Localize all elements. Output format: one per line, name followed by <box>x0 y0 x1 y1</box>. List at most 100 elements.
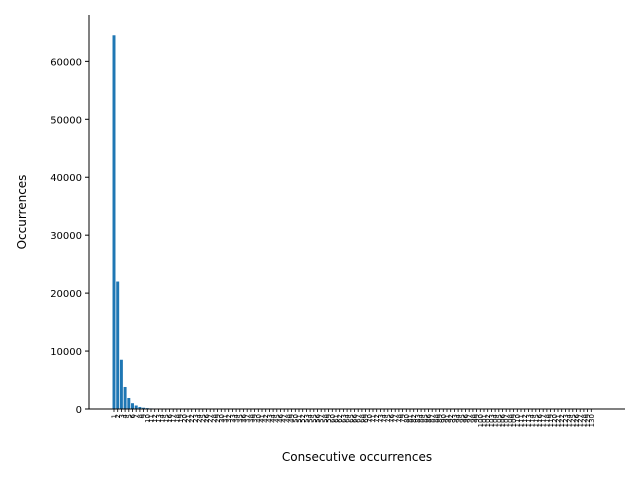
x-tick-label: 35 <box>236 414 244 423</box>
x-tick-label: 27 <box>207 414 215 423</box>
x-tick-label: 65 <box>347 414 355 423</box>
x-tick-label: 102 <box>484 414 492 427</box>
x-tick-label: 56 <box>314 413 322 422</box>
x-tick-label: 68 <box>358 414 366 423</box>
x-tick-label: 60 <box>329 414 337 423</box>
x-tick-label: 129 <box>584 414 592 427</box>
x-tick-label: 34 <box>233 413 241 422</box>
x-tick-label: 14 <box>159 413 167 422</box>
x-tick-label: 12 <box>151 414 159 423</box>
x-tick-label: 117 <box>540 414 548 427</box>
x-tick-label: 112 <box>521 414 529 427</box>
x-tick-label: 59 <box>325 414 333 423</box>
x-tick-label: 108 <box>506 414 514 427</box>
x-axis-label: Consecutive occurrences <box>282 450 432 464</box>
x-tick-label: 109 <box>510 414 518 427</box>
y-tick-label: 40000 <box>50 173 82 184</box>
x-tick-label: 18 <box>173 414 181 423</box>
x-tick-label: 115 <box>532 414 540 427</box>
x-tick-label: 122 <box>558 414 566 427</box>
x-tick-label: 77 <box>392 414 400 423</box>
x-tick-label: 101 <box>481 414 489 427</box>
bar-5 <box>127 397 131 409</box>
x-tick-label: 32 <box>225 414 233 423</box>
x-ticks-group: 1234567891011121314151617181920212223242… <box>111 409 596 427</box>
x-tick-label: 72 <box>373 414 381 423</box>
x-tick-label: 10 <box>144 414 152 423</box>
x-tick-label: 2 <box>114 414 122 418</box>
y-axis-label: Occurrences <box>15 175 29 250</box>
bar-1 <box>112 35 116 409</box>
x-tick-label: 114 <box>529 413 537 427</box>
bar-2 <box>116 281 120 409</box>
x-tick-label: 46 <box>277 413 285 422</box>
x-tick-label: 127 <box>577 414 585 427</box>
x-tick-label: 44 <box>270 413 278 422</box>
bar-7 <box>134 405 138 409</box>
x-tick-label: 1 <box>111 414 119 418</box>
x-tick-label: 29 <box>214 414 222 423</box>
x-tick-label: 90 <box>440 414 448 423</box>
x-tick-label: 15 <box>162 414 170 423</box>
y-tick-label: 20000 <box>50 289 82 300</box>
x-tick-label: 48 <box>284 414 292 423</box>
x-tick-label: 61 <box>333 414 341 423</box>
x-tick-label: 51 <box>296 414 304 423</box>
x-tick-label: 63 <box>340 414 348 423</box>
x-tick-label: 6 <box>129 413 137 418</box>
x-tick-label: 96 <box>462 413 470 422</box>
x-tick-label: 31 <box>222 414 230 423</box>
x-tick-label: 25 <box>199 414 207 423</box>
x-tick-label: 107 <box>503 414 511 427</box>
y-tick-label: 10000 <box>50 347 82 358</box>
x-tick-label: 76 <box>388 413 396 422</box>
x-tick-label: 125 <box>569 414 577 427</box>
x-tick-label: 16 <box>166 413 174 422</box>
x-tick-label: 85 <box>421 414 429 423</box>
x-tick-label: 30 <box>218 414 226 423</box>
x-tick-label: 82 <box>410 414 418 423</box>
x-tick-label: 110 <box>514 414 522 427</box>
x-tick-label: 45 <box>273 414 281 423</box>
x-tick-label: 86 <box>425 413 433 422</box>
bar-3 <box>119 359 123 409</box>
x-tick-label: 24 <box>196 413 204 422</box>
x-tick-label: 3 <box>118 414 126 418</box>
x-tick-label: 23 <box>192 414 200 423</box>
x-tick-label: 52 <box>299 414 307 423</box>
x-tick-label: 97 <box>466 414 474 423</box>
x-tick-label: 20 <box>181 414 189 423</box>
x-tick-label: 53 <box>303 414 311 423</box>
bar-8 <box>138 406 142 409</box>
x-tick-label: 5 <box>125 414 133 418</box>
x-tick-label: 118 <box>543 414 551 427</box>
x-tick-label: 17 <box>170 414 178 423</box>
x-tick-label: 70 <box>366 414 374 423</box>
x-tick-label: 22 <box>188 414 196 423</box>
x-tick-label: 66 <box>351 413 359 422</box>
x-tick-label: 79 <box>399 414 407 423</box>
x-tick-label: 130 <box>588 414 596 427</box>
x-tick-label: 50 <box>292 414 300 423</box>
x-tick-label: 91 <box>444 414 452 423</box>
x-tick-label: 104 <box>492 413 500 427</box>
x-tick-label: 74 <box>381 413 389 422</box>
x-tick-label: 36 <box>240 413 248 422</box>
x-tick-label: 111 <box>518 414 526 427</box>
bars-group <box>112 35 593 409</box>
x-tick-label: 87 <box>429 414 437 423</box>
x-tick-label: 105 <box>495 414 503 427</box>
y-tick-label: 50000 <box>50 115 82 126</box>
x-tick-label: 123 <box>562 414 570 427</box>
x-tick-label: 62 <box>336 414 344 423</box>
x-tick-label: 84 <box>418 413 426 422</box>
bar-9 <box>142 407 146 409</box>
x-tick-label: 67 <box>355 414 363 423</box>
x-tick-label: 7 <box>133 414 141 418</box>
x-tick-label: 113 <box>525 414 533 427</box>
x-tick-label: 78 <box>395 414 403 423</box>
x-tick-label: 40 <box>255 414 263 423</box>
x-tick-label: 128 <box>580 414 588 427</box>
x-tick-label: 19 <box>177 414 185 423</box>
